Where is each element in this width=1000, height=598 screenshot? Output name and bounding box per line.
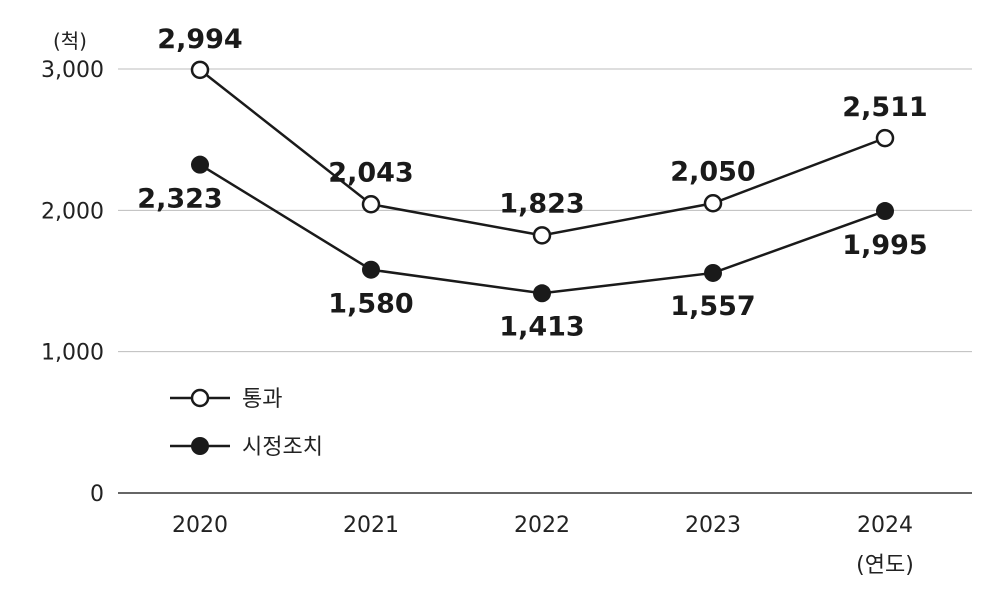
data-point (876, 202, 894, 221)
legend-item-corrective: 시정조치 (170, 435, 323, 460)
data-label: 1,557 (670, 291, 755, 322)
data-point (191, 155, 209, 174)
data-label: 2,043 (328, 157, 413, 188)
data-label: 2,050 (670, 156, 755, 187)
y-unit-label: (척) (53, 29, 87, 53)
legend: 통과 시정조치 (170, 387, 323, 460)
legend-marker-pass (190, 388, 210, 408)
data-point (704, 263, 722, 282)
data-point (875, 128, 895, 148)
data-label: 2,511 (842, 92, 927, 123)
series-corrective: 2,323 1,580 1,413 1,557 1,995 (137, 155, 928, 342)
data-label: 2,323 (137, 184, 222, 215)
legend-label-pass: 통과 (242, 387, 282, 412)
x-tick-label: 2023 (685, 513, 741, 538)
x-tick-label: 2021 (343, 513, 399, 538)
x-tick-label: 2020 (172, 513, 228, 538)
legend-label-corrective: 시정조치 (242, 435, 323, 460)
y-axis-ticks: 0 1,000 2,000 3,000 (41, 58, 104, 507)
data-point (361, 195, 381, 214)
data-label: 1,823 (499, 188, 584, 219)
series-pass: 2,994 2,043 1,823 2,050 2,511 (157, 24, 928, 245)
data-point (703, 194, 723, 213)
data-point (362, 260, 380, 279)
data-label: 1,413 (499, 311, 584, 342)
x-unit-label: (연도) (856, 553, 914, 578)
y-tick-label: 0 (90, 482, 104, 507)
data-point (190, 60, 210, 80)
series-layer: 2,994 2,043 1,823 2,050 2,511 2,323 1,580 1,413… (137, 24, 927, 342)
data-label: 1,580 (328, 289, 413, 320)
gridlines (118, 68, 972, 494)
x-axis-ticks: 2020 2021 2022 2023 2024 (172, 513, 913, 538)
y-tick-label: 2,000 (41, 199, 104, 224)
data-label: 1,995 (842, 230, 927, 261)
legend-item-pass: 통과 (170, 387, 282, 412)
data-point (532, 226, 552, 245)
legend-marker-corrective (191, 437, 209, 455)
data-label: 2,994 (157, 24, 242, 55)
y-tick-label: 1,000 (41, 341, 104, 366)
x-tick-label: 2022 (514, 513, 570, 538)
y-tick-label: 3,000 (41, 58, 104, 83)
data-point (533, 284, 551, 303)
x-tick-label: 2024 (857, 513, 913, 538)
